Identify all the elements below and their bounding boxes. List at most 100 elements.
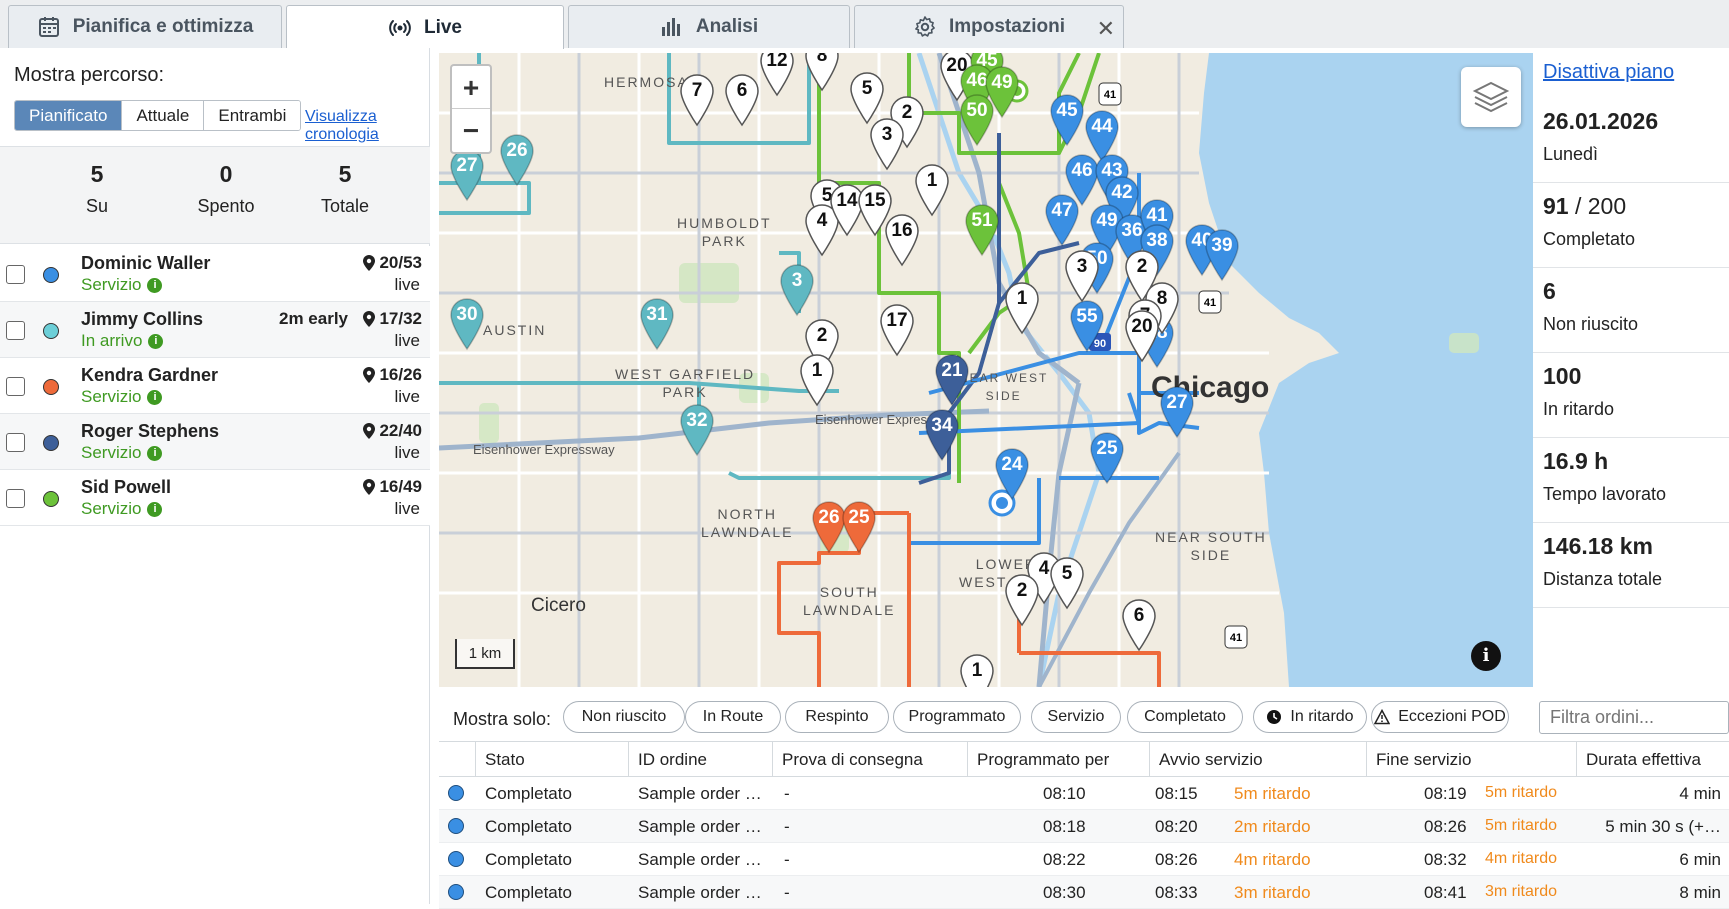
stop-marker[interactable]: 26 bbox=[499, 133, 535, 192]
info-icon[interactable]: i bbox=[147, 389, 163, 405]
segment-actual[interactable]: Attuale bbox=[122, 101, 205, 130]
column-header[interactable]: Avvio servizio bbox=[1159, 750, 1263, 769]
filter-chip[interactable]: Respinto bbox=[785, 701, 889, 733]
stop-marker[interactable]: 2 bbox=[1004, 573, 1040, 632]
filter-chip[interactable]: Programmato bbox=[893, 701, 1021, 733]
tab-plan-optimize[interactable]: Pianifica e ottimizza bbox=[8, 5, 282, 48]
stop-marker[interactable]: 1 bbox=[914, 163, 950, 222]
column-header[interactable]: ID ordine bbox=[638, 750, 707, 769]
stop-marker[interactable]: 1 bbox=[959, 653, 995, 687]
filter-orders-input[interactable] bbox=[1539, 701, 1729, 734]
zoom-out-button[interactable]: − bbox=[462, 115, 480, 146]
stop-marker[interactable]: 49 bbox=[984, 65, 1020, 124]
driver-row[interactable]: Dominic Waller Servizio i 20/53 live bbox=[0, 246, 430, 302]
stop-marker[interactable]: 3 bbox=[779, 263, 815, 322]
stop-marker[interactable]: 34 bbox=[924, 408, 960, 467]
cell-order-id[interactable]: Sample order … bbox=[638, 850, 762, 869]
column-header[interactable]: Prova di consegna bbox=[782, 750, 923, 769]
stop-marker[interactable]: 45 bbox=[1049, 93, 1085, 152]
stop-marker[interactable]: 50 bbox=[959, 93, 995, 152]
column-divider[interactable] bbox=[1576, 742, 1577, 777]
stop-marker[interactable]: 51 bbox=[964, 203, 1000, 262]
stop-marker[interactable]: 6 bbox=[724, 73, 760, 132]
stop-marker[interactable]: 8 bbox=[1144, 281, 1180, 340]
driver-checkbox[interactable] bbox=[6, 265, 25, 284]
layers-button[interactable] bbox=[1461, 67, 1521, 127]
stop-marker[interactable]: 17 bbox=[879, 303, 915, 362]
driver-checkbox[interactable] bbox=[6, 489, 25, 508]
stop-marker[interactable]: 20 bbox=[1124, 309, 1160, 368]
stop-marker[interactable]: 3 bbox=[869, 117, 905, 176]
stop-marker[interactable]: 5 bbox=[849, 71, 885, 130]
filter-chip[interactable]: Eccezioni POD bbox=[1371, 701, 1509, 733]
driver-row[interactable]: Roger Stephens Servizio i 22/40 live bbox=[0, 414, 430, 470]
stop-marker[interactable]: 1 bbox=[1004, 281, 1040, 340]
view-timeline-link[interactable]: Visualizza cronologia bbox=[305, 108, 379, 143]
cell-order-id[interactable]: Sample order … bbox=[638, 883, 762, 902]
segment-both[interactable]: Entrambi bbox=[204, 101, 301, 130]
stop-marker[interactable]: 47 bbox=[1044, 193, 1080, 252]
stop-marker[interactable]: 39 bbox=[1204, 228, 1240, 287]
filter-chip[interactable]: Servizio bbox=[1031, 701, 1121, 733]
tab-analytics[interactable]: Analisi bbox=[568, 5, 850, 48]
info-icon[interactable]: i bbox=[147, 277, 163, 293]
stop-marker[interactable]: 25 bbox=[841, 500, 877, 559]
driver-checkbox[interactable] bbox=[6, 377, 25, 396]
stop-marker[interactable]: 2 bbox=[889, 95, 925, 154]
stop-marker[interactable]: 27 bbox=[449, 148, 485, 207]
stop-marker[interactable]: 3 bbox=[1064, 249, 1100, 308]
filter-chip[interactable]: Completato bbox=[1127, 701, 1243, 733]
filter-chip[interactable]: In ritardo bbox=[1253, 701, 1367, 733]
table-row[interactable]: Completato Sample order … - 08:22 08:26 … bbox=[439, 843, 1729, 876]
stop-marker[interactable]: 38 bbox=[1139, 223, 1175, 282]
stop-marker[interactable]: 14 bbox=[829, 183, 865, 242]
driver-row[interactable]: Sid Powell Servizio i 16/49 live bbox=[0, 470, 430, 526]
tab-settings[interactable]: Impostazioni ✕ bbox=[854, 5, 1124, 48]
driver-checkbox[interactable] bbox=[6, 433, 25, 452]
stop-marker[interactable]: 27 bbox=[1159, 385, 1195, 444]
close-icon[interactable]: ✕ bbox=[1096, 16, 1115, 41]
stop-marker[interactable]: 24 bbox=[994, 447, 1030, 506]
column-divider[interactable] bbox=[1366, 742, 1367, 777]
info-icon[interactable]: i bbox=[147, 445, 163, 461]
info-icon[interactable]: i bbox=[147, 501, 163, 517]
stop-marker[interactable]: 12 bbox=[759, 53, 795, 102]
driver-checkbox[interactable] bbox=[6, 321, 25, 340]
filter-chip[interactable]: In Route bbox=[685, 701, 781, 733]
stop-marker[interactable]: 1 bbox=[799, 353, 835, 412]
filter-chip[interactable]: Non riuscito bbox=[563, 701, 685, 733]
driver-row[interactable]: Kendra Gardner Servizio i 16/26 live bbox=[0, 358, 430, 414]
column-header[interactable]: Programmato per bbox=[977, 750, 1110, 769]
stop-marker[interactable]: 7 bbox=[679, 73, 715, 132]
column-header[interactable]: Fine servizio bbox=[1376, 750, 1472, 769]
column-divider[interactable] bbox=[628, 742, 629, 777]
tab-live[interactable]: Live bbox=[286, 5, 564, 49]
cell-order-id[interactable]: Sample order … bbox=[638, 784, 762, 803]
stop-marker[interactable]: 46 bbox=[1064, 153, 1100, 212]
stop-marker[interactable]: 5 bbox=[1049, 556, 1085, 615]
stop-marker[interactable]: 26 bbox=[811, 500, 847, 559]
stop-marker[interactable]: 15 bbox=[857, 183, 893, 242]
stop-marker[interactable]: 16 bbox=[884, 213, 920, 272]
stop-marker[interactable]: 6 bbox=[1121, 598, 1157, 657]
stop-marker[interactable]: 21 bbox=[934, 353, 970, 412]
stop-marker[interactable]: 30 bbox=[449, 297, 485, 356]
stop-marker[interactable]: 31 bbox=[639, 297, 675, 356]
map-info-icon[interactable]: i bbox=[1471, 641, 1501, 671]
table-row[interactable]: Completato Sample order … - 08:18 08:20 … bbox=[439, 810, 1729, 843]
stop-marker[interactable]: 25 bbox=[1089, 431, 1125, 490]
driver-row[interactable]: Jimmy Collins In arrivo i 2m early 17/32… bbox=[0, 302, 430, 358]
column-header[interactable]: Stato bbox=[485, 750, 525, 769]
stop-marker[interactable]: 55 bbox=[1069, 299, 1105, 358]
column-header[interactable]: Durata effettiva bbox=[1586, 750, 1701, 769]
column-divider[interactable] bbox=[772, 742, 773, 777]
column-divider[interactable] bbox=[475, 742, 476, 777]
cell-order-id[interactable]: Sample order … bbox=[638, 817, 762, 836]
table-row[interactable]: Completato Sample order … - 08:10 08:15 … bbox=[439, 777, 1729, 810]
column-divider[interactable] bbox=[967, 742, 968, 777]
deactivate-plan-link[interactable]: Disattiva piano bbox=[1543, 61, 1675, 83]
segment-planned[interactable]: Pianificato bbox=[15, 101, 123, 130]
stop-marker[interactable]: 36 bbox=[1114, 213, 1150, 272]
info-icon[interactable]: i bbox=[148, 333, 164, 349]
route-map[interactable]: 41 41 41 90 HERMOSA HUMBOLDT PARK AUSTIN… bbox=[439, 53, 1533, 687]
